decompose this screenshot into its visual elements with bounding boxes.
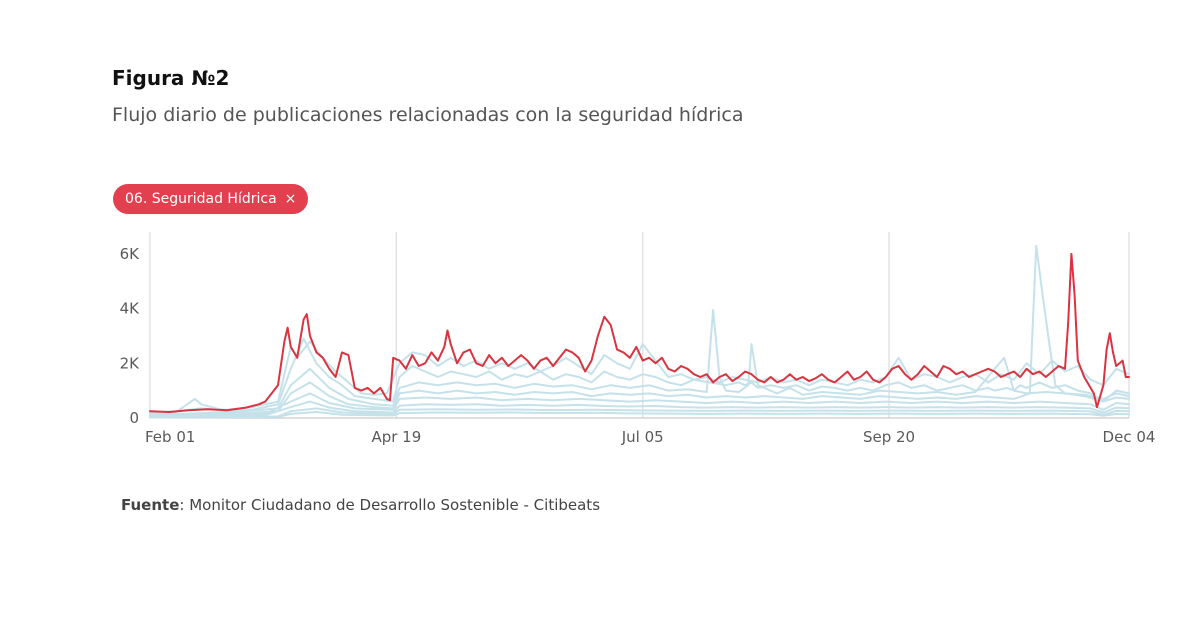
y-tick-label-3: 6K bbox=[120, 245, 141, 263]
series-line-other-5 bbox=[149, 400, 1130, 418]
series-line-other-2 bbox=[149, 309, 1130, 416]
y-tick-label-2: 4K bbox=[120, 300, 141, 318]
series-line-other-1 bbox=[149, 337, 1130, 415]
source-label: Fuente bbox=[121, 496, 180, 514]
x-tick-label-0: Feb 01 bbox=[145, 428, 195, 446]
close-icon[interactable]: × bbox=[284, 191, 297, 207]
figure-title: Figura №2 bbox=[112, 66, 230, 90]
series-line-seguridad-hidrica bbox=[149, 252, 1130, 413]
x-tick-label-4: Dec 04 bbox=[1103, 428, 1156, 446]
series-line-other-4 bbox=[149, 392, 1130, 417]
source-note: Fuente: Monitor Ciudadano de Desarrollo … bbox=[121, 496, 600, 514]
x-tick-label-1: Apr 19 bbox=[371, 428, 421, 446]
y-tick-label-1: 2K bbox=[120, 354, 141, 372]
y-tick-label-0: 0 bbox=[129, 409, 139, 427]
x-tick-label-2: Jul 05 bbox=[621, 428, 664, 446]
source-text: : Monitor Ciudadano de Desarrollo Sosten… bbox=[179, 496, 601, 514]
figure-subtitle: Flujo diario de publicaciones relacionad… bbox=[112, 104, 744, 126]
filter-chip-label: 06. Seguridad Hídrica bbox=[125, 191, 277, 207]
series-line-other-3 bbox=[149, 244, 1130, 417]
series-line-other-6 bbox=[149, 407, 1130, 418]
x-tick-label-3: Sep 20 bbox=[863, 428, 915, 446]
filter-chip-seguridad-hidrica[interactable]: 06. Seguridad Hídrica × bbox=[113, 184, 309, 214]
series-line-other-7 bbox=[149, 411, 1130, 419]
